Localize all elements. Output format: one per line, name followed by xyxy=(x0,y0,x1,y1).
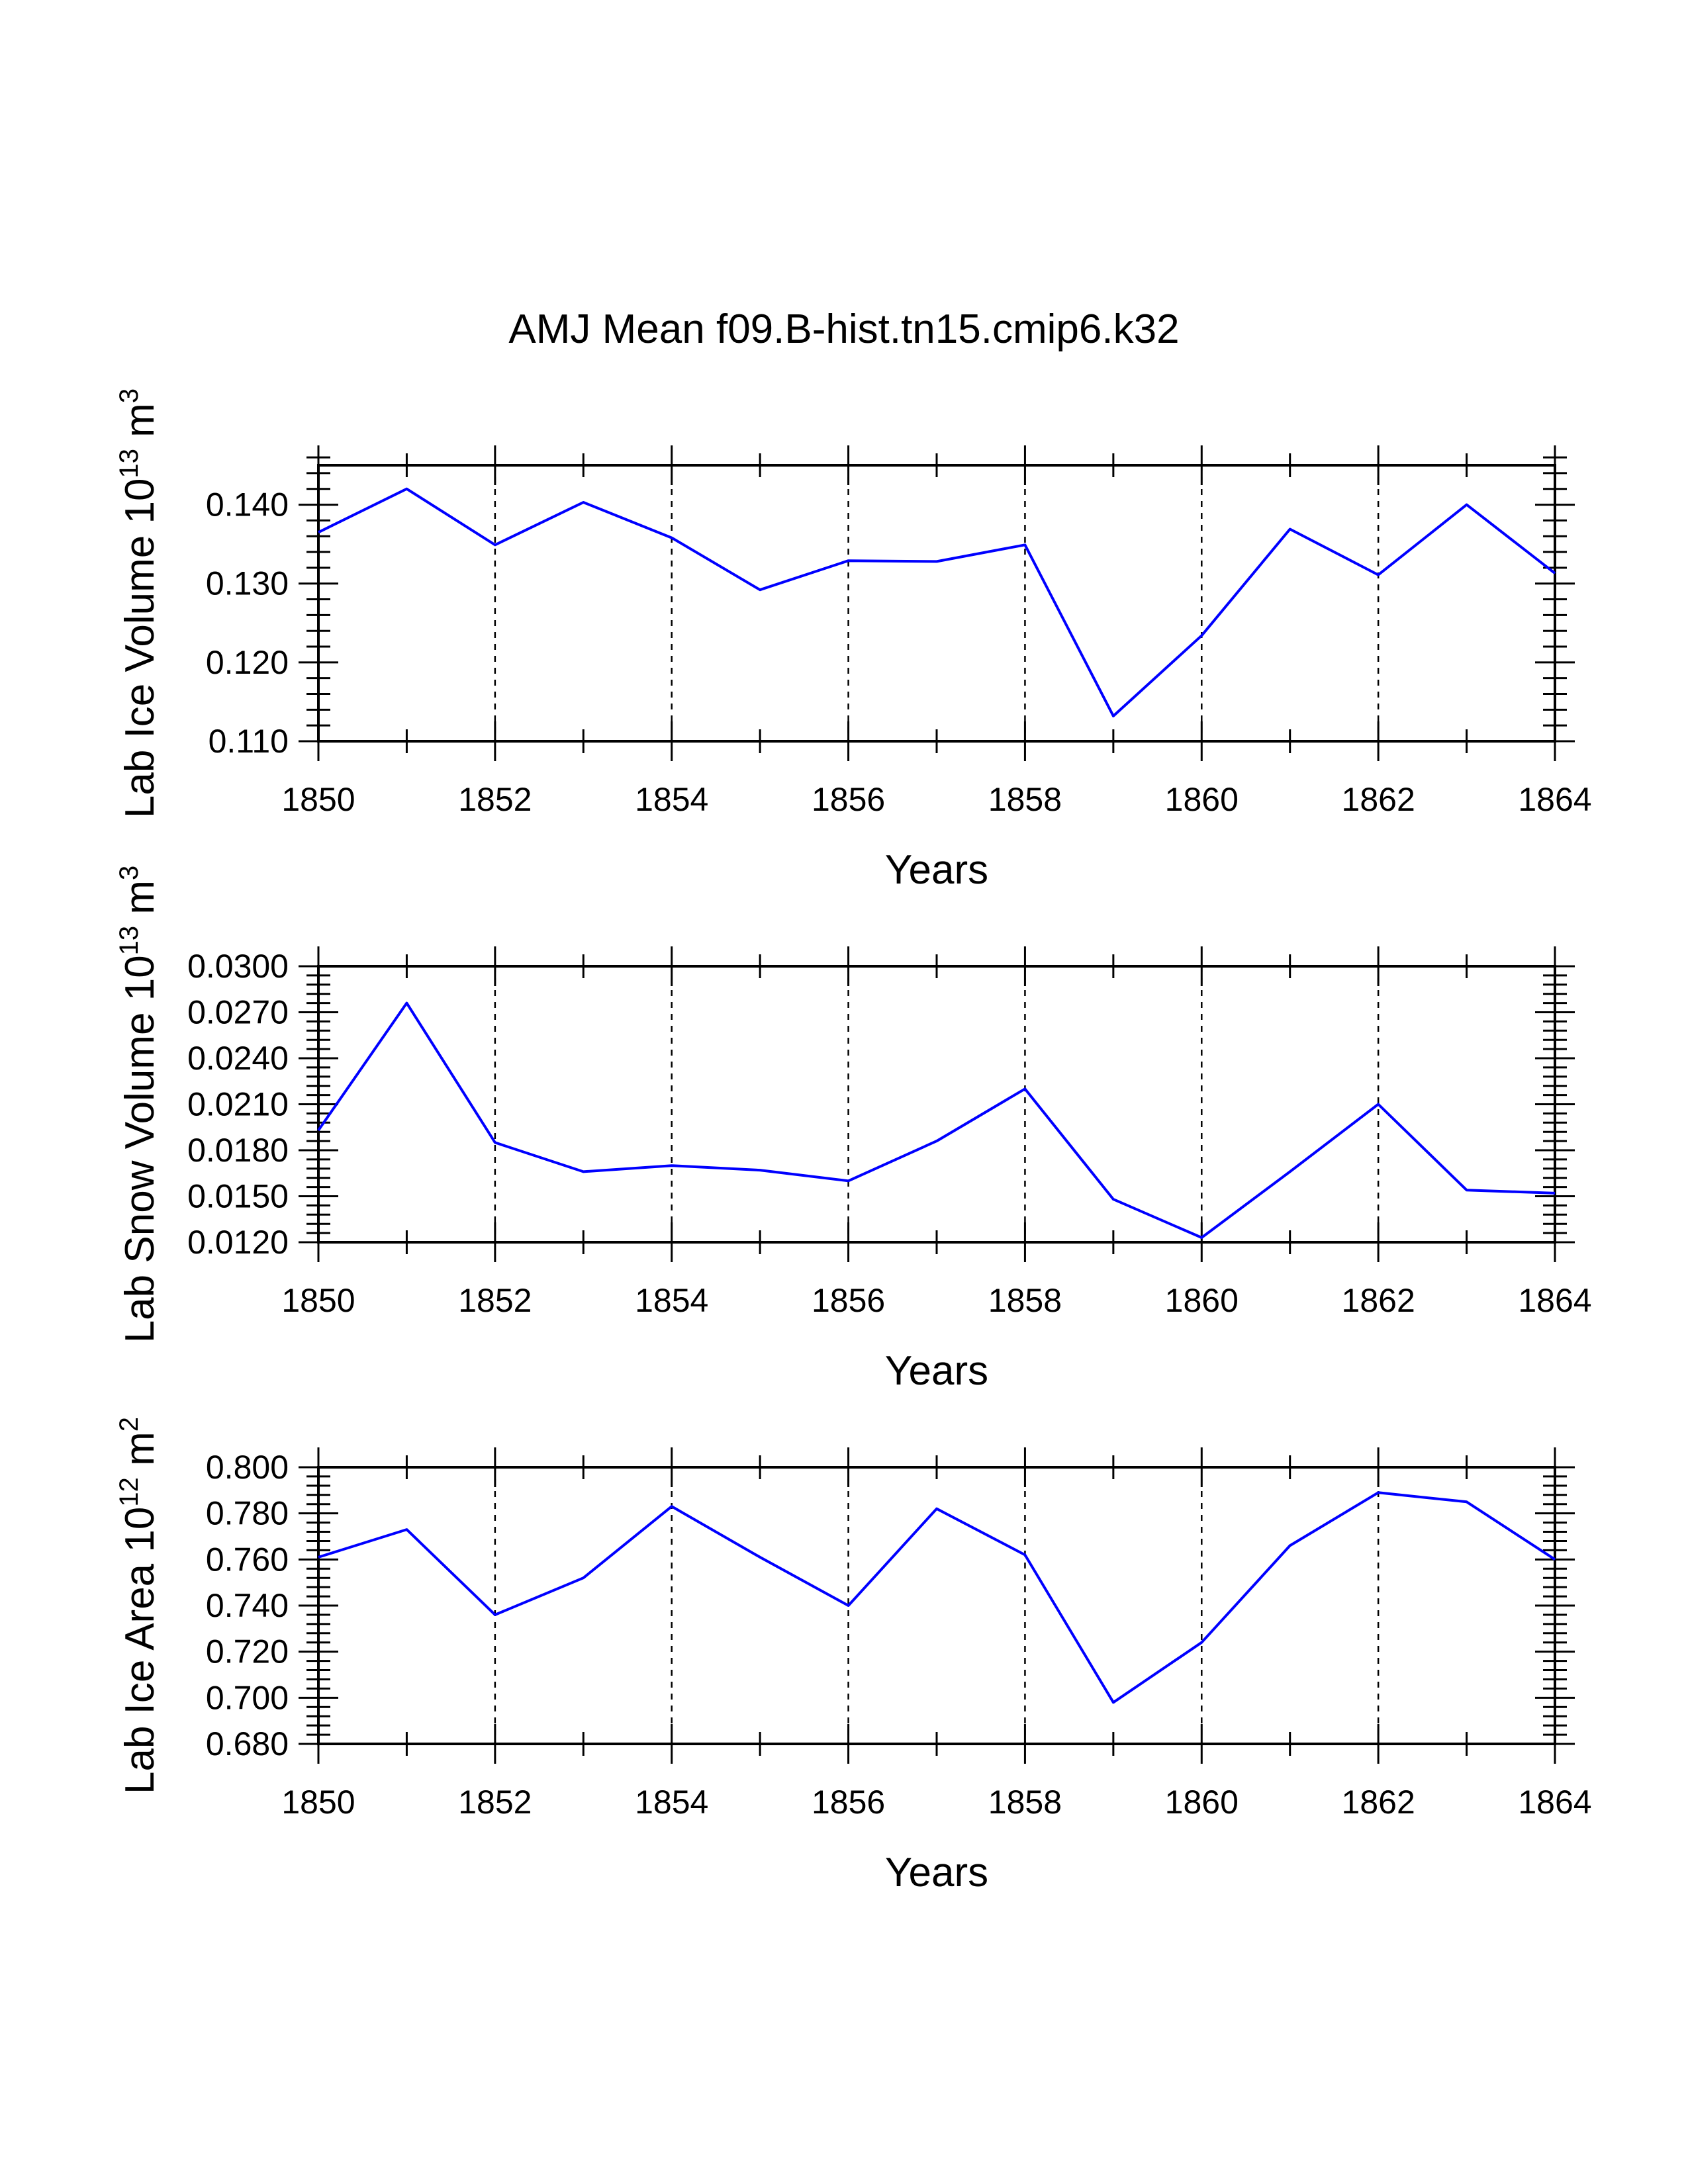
panel-2-y-tick-label: 0.0180 xyxy=(187,1132,289,1169)
panel-3-y-axis-title: Lab Ice Area 1012 m2 xyxy=(115,1417,163,1794)
panel-3-data-point xyxy=(1378,1492,1379,1493)
panel-2-x-tick-label: 1860 xyxy=(1165,1282,1239,1319)
panel-1-data-point xyxy=(1201,635,1202,636)
panel-1-x-axis-title: Years xyxy=(885,847,988,893)
panel-3-x-axis-title: Years xyxy=(885,1850,988,1895)
panel-2-y-tick-label: 0.0120 xyxy=(187,1224,289,1261)
panel-2-y-axis-title: Lab Snow Volume 1013 m3 xyxy=(115,866,163,1343)
plot-panel-3: 1850 1852 1854 1856 1858 1860 1862 1864 0.680 0.7… xyxy=(115,1417,1592,1895)
panel-3-x-tick-label: 1850 xyxy=(281,1784,355,1821)
panel-2-x-tick-label: 1862 xyxy=(1342,1282,1415,1319)
figure-title: AMJ Mean f09.B-hist.tn15.cmip6.k32 xyxy=(508,306,1179,352)
panel-2-y-tick-label: 0.0240 xyxy=(187,1040,289,1077)
panel-3-x-tick-label: 1864 xyxy=(1518,1784,1591,1821)
panel-1-y-tick-label: 0.120 xyxy=(206,644,289,681)
panel-3-y-tick-label: 0.780 xyxy=(206,1495,289,1532)
panel-1-x-tick-label: 1850 xyxy=(281,781,355,818)
panel-3-data-point xyxy=(494,1614,495,1615)
panel-3-x-tick-label: 1852 xyxy=(458,1784,532,1821)
panel-1-y-tick-label: 0.110 xyxy=(209,723,289,760)
panel-1-data-point xyxy=(1378,574,1379,575)
panel-3-y-tick-label: 0.760 xyxy=(206,1541,289,1578)
panel-1-x-tick-label: 1852 xyxy=(458,781,532,818)
panel-2-data-point xyxy=(760,1170,761,1171)
panel-3-x-tick-label: 1858 xyxy=(988,1784,1062,1821)
panel-1-x-tick-label: 1864 xyxy=(1518,781,1591,818)
panel-2-data-point xyxy=(494,1142,495,1143)
panel-3-y-tick-label: 0.680 xyxy=(206,1725,289,1762)
panel-1-y-tick-label: 0.140 xyxy=(206,486,289,523)
panel-1-y-tick-label: 0.130 xyxy=(206,565,289,602)
panel-3-data-point xyxy=(1555,1559,1556,1560)
panel-3-x-tick-label: 1862 xyxy=(1342,1784,1415,1821)
panel-3-plot-frame xyxy=(317,1466,1556,1745)
panel-3-y-tick-label: 0.740 xyxy=(206,1587,289,1624)
panel-2-x-tick-label: 1850 xyxy=(281,1282,355,1319)
panel-3-data-point xyxy=(406,1529,407,1530)
panel-2-x-tick-label: 1858 xyxy=(988,1282,1062,1319)
panel-3-data-point xyxy=(671,1506,672,1507)
panel-1-data-point xyxy=(406,488,407,489)
panel-2-y-tick-label: 0.0210 xyxy=(187,1086,289,1123)
panel-1-series-line xyxy=(318,487,1556,717)
panel-2-y-tick-label: 0.0270 xyxy=(187,994,289,1031)
panel-1-data-point xyxy=(318,532,319,533)
panel-2-x-axis-title: Years xyxy=(885,1348,988,1394)
panel-2-x-tick-label: 1856 xyxy=(812,1282,885,1319)
panel-2-plot-frame xyxy=(317,965,1556,1244)
panel-1-plot-frame xyxy=(317,464,1556,743)
plot-panel-1: 1850 1852 1854 1856 1858 1860 1862 1864 0.110 0.1… xyxy=(115,388,1592,893)
panel-1-x-tick-label: 1860 xyxy=(1165,781,1239,818)
panel-1-y-axis-title: Lab Ice Volume 1013 m3 xyxy=(115,388,163,818)
panel-1-data-point xyxy=(671,537,672,538)
panel-3-data-point xyxy=(1289,1545,1290,1546)
panel-3-data-point xyxy=(1201,1642,1202,1643)
panel-3-series-line xyxy=(318,1491,1556,1704)
panel-2-data-point xyxy=(1466,1190,1467,1191)
panel-3-y-tick-label: 0.720 xyxy=(206,1633,289,1670)
panel-1-data-point xyxy=(1555,573,1556,574)
panel-3-x-tick-label: 1854 xyxy=(635,1784,708,1821)
panel-3-x-tick-label: 1856 xyxy=(812,1784,885,1821)
panel-1-x-tick-label: 1862 xyxy=(1342,781,1415,818)
panel-2-data-point xyxy=(583,1171,584,1172)
panel-2-x-tick-label: 1852 xyxy=(458,1282,532,1319)
panel-2-x-tick-label: 1854 xyxy=(635,1282,708,1319)
panel-1-x-tick-label: 1854 xyxy=(635,781,708,818)
panel-2-series-line xyxy=(317,1001,1556,1239)
panel-3-x-tick-label: 1860 xyxy=(1165,1784,1239,1821)
panel-2-x-tick-label: 1864 xyxy=(1518,1282,1591,1319)
panel-2-y-tick-label: 0.0300 xyxy=(187,948,289,985)
panel-2-y-tick-label: 0.0150 xyxy=(187,1178,289,1215)
plot-panel-2: 1850 1852 1854 1856 1858 1860 1862 1864 0.0120 0.… xyxy=(115,866,1592,1394)
panel-3-y-tick-label: 0.800 xyxy=(206,1449,289,1486)
panel-2-data-point xyxy=(1289,1171,1290,1172)
panel-1-data-point xyxy=(1466,504,1467,505)
panel-1-x-tick-label: 1856 xyxy=(812,781,885,818)
panel-2-data-point xyxy=(671,1165,672,1166)
panel-2-data-point xyxy=(1378,1104,1379,1105)
panel-1-x-tick-label: 1858 xyxy=(988,781,1062,818)
panel-3-y-tick-label: 0.700 xyxy=(206,1679,289,1716)
